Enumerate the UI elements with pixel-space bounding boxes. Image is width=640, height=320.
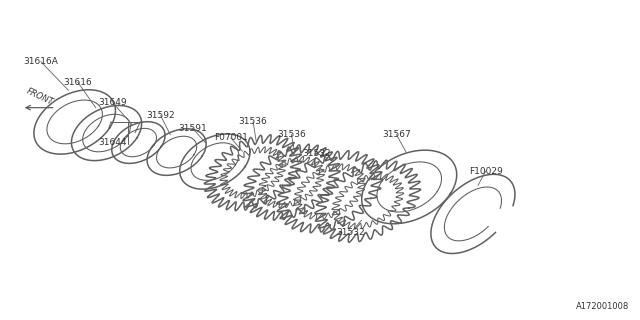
Text: 31591: 31591	[178, 124, 207, 133]
Text: 31532: 31532	[303, 149, 331, 158]
Text: 31536: 31536	[277, 130, 306, 139]
Text: 31616A: 31616A	[24, 57, 58, 66]
Text: 31592: 31592	[147, 111, 175, 120]
Text: F07001: F07001	[214, 133, 248, 142]
Text: 31649: 31649	[99, 99, 127, 108]
Text: 31536: 31536	[239, 117, 268, 126]
Text: 31567: 31567	[382, 130, 411, 139]
Text: F10029: F10029	[469, 167, 502, 176]
Text: 31616: 31616	[63, 78, 92, 87]
Text: FRONT: FRONT	[25, 86, 54, 107]
Text: A172001008: A172001008	[576, 302, 629, 311]
Text: 31644: 31644	[99, 138, 127, 147]
Text: 31532: 31532	[336, 228, 365, 237]
